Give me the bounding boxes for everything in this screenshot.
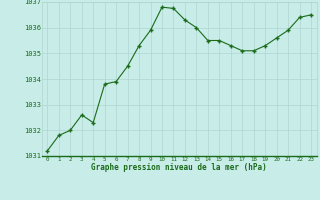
X-axis label: Graphe pression niveau de la mer (hPa): Graphe pression niveau de la mer (hPa)	[91, 163, 267, 172]
